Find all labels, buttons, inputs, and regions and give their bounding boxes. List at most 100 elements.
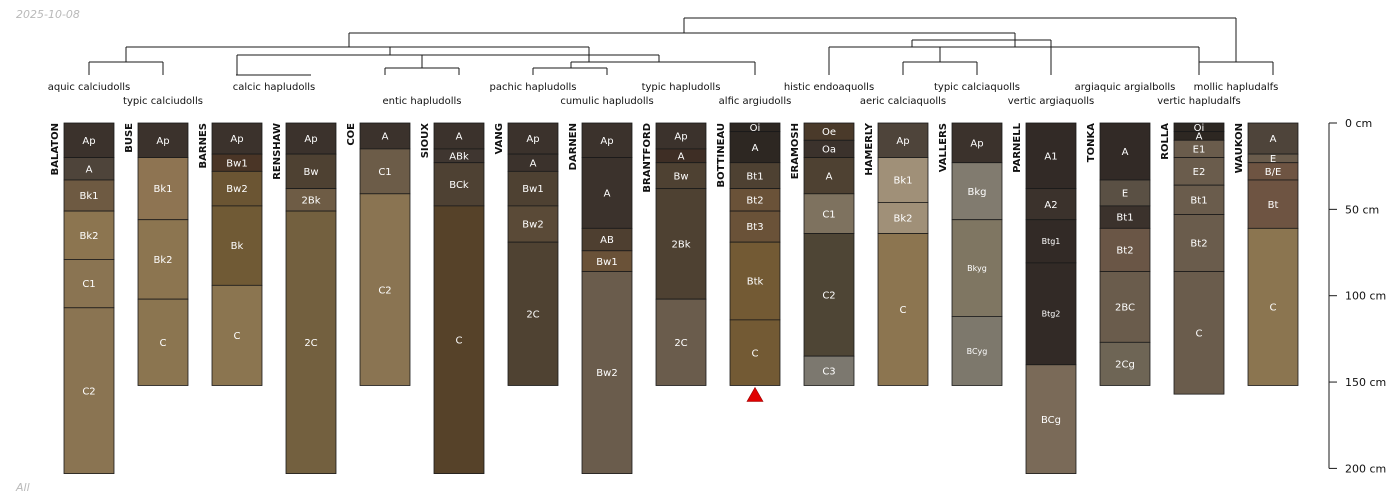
taxon-label: aeric calciaquolls [860, 96, 946, 107]
horizon-2bc [1099, 271, 1151, 343]
horizon-bt [1247, 179, 1299, 229]
horizon-label: Ap [230, 134, 243, 145]
horizon-bkyg [951, 219, 1003, 317]
profile-sioux: A ABk BCk C SIOUX [420, 122, 485, 474]
profile-name: PARNELL [1012, 122, 1023, 172]
horizon-label: 2C [526, 309, 539, 320]
horizon-label: Bt1 [1190, 195, 1207, 206]
horizon-label: Bk1 [893, 176, 912, 187]
horizon-label: E1 [1193, 145, 1206, 156]
horizon-bw2 [581, 271, 633, 474]
horizon-a [1247, 122, 1299, 155]
horizon-bk2 [63, 210, 115, 260]
horizon-ap [63, 122, 115, 158]
profile-name: ROLLA [1160, 123, 1171, 160]
profile-tonka: A E Bt1 Bt2 2BC 2Cg TONKA [1086, 122, 1151, 386]
horizon-bw [655, 162, 707, 190]
horizon-label: C1 [822, 209, 835, 220]
profile-eramosh: Oe Oa A C1 C2 C3 ERAMOSH [790, 122, 855, 386]
footer-label: All [16, 481, 30, 494]
horizon-label: C2 [82, 386, 95, 397]
horizon-ap [655, 122, 707, 150]
horizon-label: C [160, 338, 167, 349]
horizon-ap [951, 122, 1003, 164]
taxonomy-dendrogram [88, 17, 1274, 76]
horizon-label: Bt3 [746, 222, 763, 233]
horizon-label: ABk [449, 151, 469, 162]
horizon-label: Bk1 [153, 184, 172, 195]
taxon-label: pachic hapludolls [490, 82, 577, 93]
horizon-label: Oe [822, 127, 836, 138]
horizon-bt3 [729, 210, 781, 243]
depth-tick-label: 0 cm [1345, 117, 1372, 130]
horizon-label: A [826, 171, 833, 182]
horizon-bt1 [729, 162, 781, 190]
horizon-label: Ap [82, 136, 95, 147]
horizon-label: BCyg [967, 347, 988, 356]
profile-name: COE [346, 123, 357, 146]
horizon-bw2 [507, 205, 559, 243]
horizon-ap [507, 122, 559, 155]
taxon-label: calcic hapludolls [233, 82, 316, 93]
horizon-label: Bk1 [79, 191, 98, 202]
horizon-ap [581, 122, 633, 158]
horizon-label: C3 [822, 366, 835, 377]
profile-darnen: Ap A AB Bw1 Bw2 DARNEN [568, 122, 633, 474]
depth-tick-label: 200 cm [1345, 462, 1386, 475]
horizon-a [803, 157, 855, 195]
horizon-label: Bw [303, 167, 318, 178]
profile-coe: A C1 C2 COE [346, 122, 411, 386]
profile-renshaw: Ap Bw 2Bk 2C RENSHAW [272, 122, 337, 474]
horizon-e [1099, 179, 1151, 207]
horizon-label: A [530, 158, 537, 169]
taxon-label: cumulic hapludolls [560, 96, 653, 107]
horizon-label: A1 [1044, 151, 1057, 162]
horizon-a [581, 157, 633, 229]
horizon-a [433, 122, 485, 150]
horizon-label: A [604, 189, 611, 200]
horizon-label: E2 [1193, 167, 1206, 178]
reference-marker-icon [746, 386, 764, 402]
horizon-label: Bt1 [1116, 213, 1133, 224]
horizon-c [1247, 227, 1299, 386]
horizon-label: Bt2 [1116, 246, 1133, 257]
horizon-label: Bt1 [746, 171, 763, 182]
horizon-label: C [456, 335, 463, 346]
depth-tick-label: 100 cm [1345, 290, 1386, 303]
horizon-c1 [359, 148, 411, 195]
profile-name: BRANTFORD [642, 123, 653, 193]
horizon-label: A [382, 132, 389, 143]
horizon-c2 [63, 307, 115, 474]
profile-name: BARNES [198, 123, 209, 168]
profile-name: VALLERS [938, 123, 949, 172]
profile-barnes: Ap Bw1 Bw2 Bk C BARNES [198, 122, 263, 386]
horizon-label: AB [600, 235, 614, 246]
horizon-label: Btk [747, 277, 764, 288]
horizon-label: Oi [1194, 123, 1205, 134]
horizon-label: 2C [304, 338, 317, 349]
horizon-bk1 [63, 179, 115, 212]
horizon-label: Bkyg [967, 264, 987, 273]
horizon-label: Bw1 [596, 257, 617, 268]
profile-name: TONKA [1086, 123, 1097, 162]
horizon-label: E [1270, 154, 1276, 165]
profile-name: RENSHAW [272, 123, 283, 180]
profile-name: SIOUX [420, 123, 431, 159]
horizon-label: A2 [1044, 200, 1057, 211]
horizon-label: Oa [822, 145, 836, 156]
horizon-label: Bw2 [522, 220, 543, 231]
horizon-label: A [752, 143, 759, 154]
profile-hamerly: Ap Bk1 Bk2 C HAMERLY [864, 122, 929, 386]
horizon-label: A [456, 132, 463, 143]
horizon-bkg [951, 162, 1003, 221]
horizon-ap [211, 122, 263, 155]
horizon-c [877, 233, 929, 386]
horizon-label: Ap [156, 136, 169, 147]
horizon-label: BCg [1041, 415, 1061, 426]
horizon-2bk [655, 188, 707, 300]
horizon-btg1 [1025, 219, 1077, 264]
profile-bottineau: Oi A Bt1 Bt2 Bt3 Btk C BOTTINEAU [716, 122, 781, 402]
horizon-bw [285, 153, 337, 190]
taxon-label: typic calciudolls [123, 96, 203, 107]
horizon-label: C [234, 331, 241, 342]
